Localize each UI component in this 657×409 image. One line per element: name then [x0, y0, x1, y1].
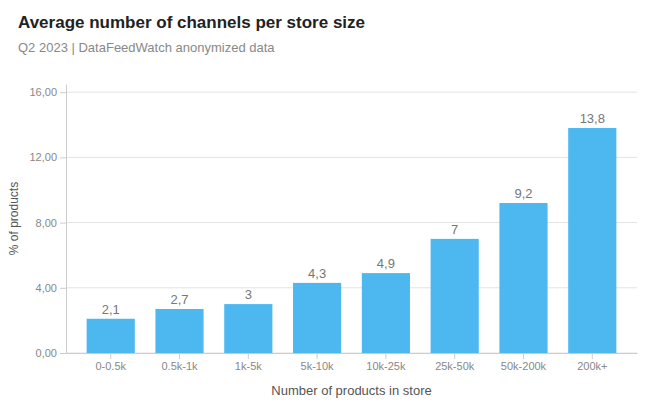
y-tick-mark	[60, 288, 66, 289]
y-tick-label: 0,00	[36, 347, 57, 359]
y-axis-title: % of products	[7, 182, 21, 255]
bars	[87, 128, 617, 353]
x-tick: 1k-5k	[235, 353, 262, 372]
bar	[499, 203, 547, 353]
data-labels: 2,1 2,7 3 4,3 4,9 7 9,2 13,8	[102, 111, 605, 317]
bar	[568, 128, 616, 353]
data-label: 3	[245, 287, 252, 302]
x-tick-label: 5k-10k	[301, 360, 335, 372]
y-tick: 12,00	[29, 151, 66, 163]
grid-line	[66, 287, 637, 288]
x-tick-label: 0.5k-1k	[161, 360, 198, 372]
y-tick-mark	[60, 157, 66, 158]
y-tick-label: 8,00	[36, 217, 57, 229]
x-tick: 0-0.5k	[95, 353, 126, 372]
data-label: 4,3	[308, 266, 326, 281]
plot-area: 2,1 2,7 3 4,3 4,9 7 9,2 13,8 0,00 4,00 8,00 12,00 16…	[7, 85, 638, 399]
x-tick-mark	[385, 353, 386, 359]
x-tick: 5k-10k	[301, 353, 335, 372]
y-tick-mark	[60, 223, 66, 224]
title: Average number of channels per store siz…	[18, 13, 365, 32]
y-tick-label: 12,00	[29, 151, 57, 163]
x-tick-label: 25k-50k	[435, 360, 475, 372]
x-tick-mark	[248, 353, 249, 359]
data-label: 9,2	[514, 186, 532, 201]
data-label: 7	[451, 222, 458, 237]
y-tick: 0,00	[36, 347, 66, 359]
x-tick-label: 10k-25k	[366, 360, 406, 372]
data-label: 2,1	[102, 302, 120, 317]
x-tick: 0.5k-1k	[161, 353, 198, 372]
x-axis: 0-0.5k 0.5k-1k 1k-5k 5k-10k 10k-25k 25k-50k 50…	[67, 353, 638, 372]
x-tick-label: 200k+	[577, 360, 607, 372]
x-tick: 50k-200k	[501, 353, 547, 372]
x-tick-mark	[523, 353, 524, 359]
y-tick-label: 4,00	[36, 282, 57, 294]
x-tick: 200k+	[577, 353, 607, 372]
x-tick-mark	[592, 353, 593, 359]
x-tick-mark	[454, 353, 455, 359]
bar	[293, 283, 341, 353]
y-tick: 4,00	[36, 282, 66, 294]
y-tick-label: 16,00	[29, 86, 57, 98]
bar	[224, 304, 272, 353]
data-label: 4,9	[377, 256, 395, 271]
x-tick-label: 1k-5k	[235, 360, 262, 372]
chart-svg: Average number of channels per store siz…	[0, 0, 657, 409]
y-axis-line	[66, 85, 67, 354]
x-tick-mark	[317, 353, 318, 359]
x-tick-label: 50k-200k	[501, 360, 547, 372]
x-tick: 10k-25k	[366, 353, 406, 372]
grid-line	[66, 157, 637, 158]
data-label: 2,7	[170, 292, 188, 307]
data-label: 13,8	[580, 111, 605, 126]
bar	[431, 239, 479, 353]
y-axis: 0,00 4,00 8,00 12,00 16,00	[29, 85, 66, 360]
bar	[362, 273, 410, 353]
y-tick: 16,00	[29, 86, 66, 98]
x-tick-mark	[179, 353, 180, 359]
x-axis-title: Number of products in store	[271, 383, 431, 398]
x-tick-mark	[110, 353, 111, 359]
grid	[66, 92, 637, 353]
y-tick: 8,00	[36, 217, 66, 229]
grid-line	[66, 92, 637, 93]
bar	[87, 319, 135, 353]
grid-line	[66, 353, 637, 354]
y-tick-mark	[60, 353, 66, 354]
y-tick-mark	[60, 92, 66, 93]
grid-line	[66, 222, 637, 223]
x-tick: 25k-50k	[435, 353, 475, 372]
bar	[155, 309, 203, 353]
subtitle: Q2 2023 | DataFeedWatch anonymized data	[18, 40, 275, 55]
x-tick-label: 0-0.5k	[95, 360, 126, 372]
x-axis-line	[67, 353, 638, 354]
